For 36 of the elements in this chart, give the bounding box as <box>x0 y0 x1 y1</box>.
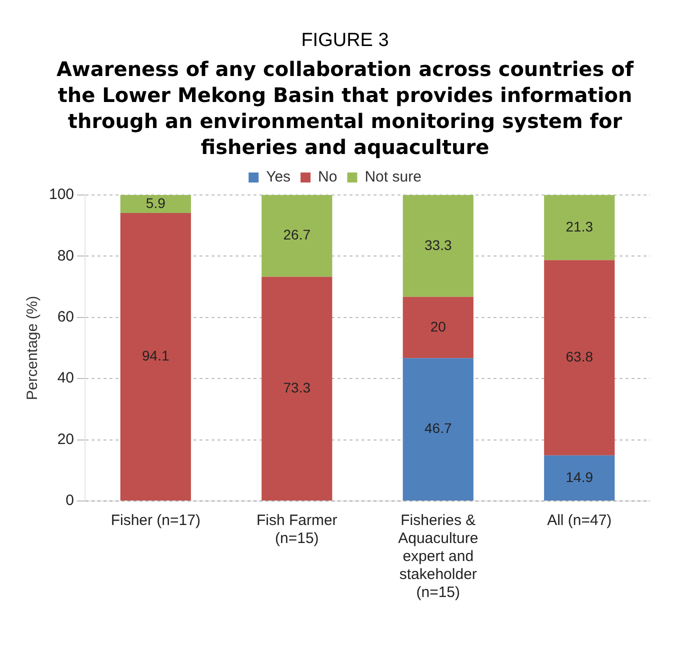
bar <box>120 195 191 214</box>
y-tick-label: 100 <box>48 186 74 204</box>
x-tick-label: Fisher (n=17) <box>110 512 200 530</box>
data-label: 33.3 <box>424 236 452 253</box>
y-tick-label: 80 <box>57 247 74 264</box>
bar <box>544 260 615 456</box>
data-label: 26.7 <box>283 226 311 243</box>
data-label: 94.1 <box>142 348 170 364</box>
legend-label: Not sure <box>364 168 422 186</box>
y-tick-label: 60 <box>57 308 74 326</box>
data-label: 20 <box>430 318 446 334</box>
data-label: 5.9 <box>146 194 166 211</box>
legend-label: Yes <box>266 168 291 186</box>
data-label: 63.8 <box>566 348 594 365</box>
bar <box>544 455 615 500</box>
bar <box>402 358 474 500</box>
data-label: 73.3 <box>283 379 311 396</box>
data-label: 21.3 <box>566 218 594 234</box>
legend-label: No <box>318 168 338 186</box>
y-tick-label: 40 <box>57 370 74 387</box>
bar <box>262 195 332 277</box>
chart-title: FIGURE 3 <box>300 30 390 52</box>
bar <box>120 213 191 500</box>
y-axis-title: Percentage (%) <box>24 296 42 400</box>
x-tick-label: Fish Farmer (n=15) <box>256 512 338 548</box>
bar <box>262 276 332 500</box>
y-tick-label: 0 <box>66 492 74 510</box>
x-tick-label: All (n=47) <box>547 512 612 530</box>
x-tick-label: Fisheries & Aquaculture expert and stakeholder (n=15) <box>398 512 478 602</box>
chart-subtitle: Awareness of any collaboration across countries of the Lower Mekong Basin that provides information through an environmental monitoring system for fisheries and aquaculture <box>55 56 635 160</box>
bar <box>402 296 474 358</box>
bar <box>402 195 474 297</box>
data-label: 14.9 <box>566 468 594 485</box>
data-label: 46.7 <box>424 420 452 436</box>
y-tick-label: 20 <box>57 430 74 448</box>
bar <box>544 195 615 260</box>
